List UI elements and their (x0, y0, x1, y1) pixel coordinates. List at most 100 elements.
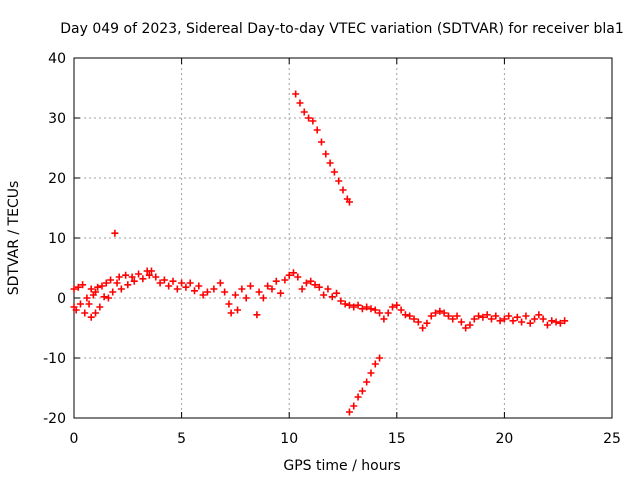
data-point-marker (358, 387, 366, 395)
data-point-marker (156, 279, 164, 287)
data-point-marker (462, 324, 470, 332)
data-point-marker (345, 408, 353, 416)
data-point-marker (376, 354, 384, 362)
data-point-marker (311, 281, 319, 289)
data-point-marker (531, 315, 539, 323)
data-point-marker (296, 99, 304, 107)
series-outlier (111, 229, 119, 237)
data-point-marker (152, 273, 160, 281)
data-point-marker (100, 293, 108, 301)
chart-title: Day 049 of 2023, Sidereal Day-to-day VTE… (60, 21, 623, 37)
data-point-marker (522, 312, 530, 320)
data-point-marker (539, 315, 547, 323)
data-point-marker (85, 300, 93, 308)
data-point-marker (548, 317, 556, 325)
data-point-marker (388, 303, 396, 311)
data-point-marker (234, 306, 242, 314)
data-point-marker (277, 289, 285, 297)
data-point-marker (483, 311, 491, 319)
data-point-marker (423, 319, 431, 327)
data-point-marker (466, 321, 474, 329)
data-point-marker (253, 311, 261, 319)
data-point-marker (259, 294, 267, 302)
data-point-marker (81, 309, 89, 317)
data-point-marker (384, 309, 392, 317)
data-point-marker (371, 360, 379, 368)
data-point-marker (87, 285, 95, 293)
data-point-marker (341, 300, 349, 308)
data-point-marker (479, 313, 487, 321)
data-point-marker (294, 273, 302, 281)
x-tick-label: 10 (280, 431, 298, 447)
data-point-marker (227, 309, 235, 317)
data-point-marker (315, 283, 323, 291)
data-point-marker (328, 293, 336, 301)
data-point-marker (552, 318, 560, 326)
data-point-marker (191, 287, 199, 295)
data-point-marker (432, 309, 440, 317)
data-point-marker (104, 294, 112, 302)
data-point-marker (79, 281, 87, 289)
data-point-marker (272, 277, 280, 285)
data-point-marker (92, 288, 100, 296)
data-point-marker (264, 282, 272, 290)
data-point-marker (300, 108, 308, 116)
data-point-marker (354, 393, 362, 401)
y-tick-label: 0 (57, 291, 66, 307)
y-tick-label: 40 (48, 51, 66, 67)
data-point-marker (406, 312, 414, 320)
data-point-marker (322, 150, 330, 158)
data-point-marker (367, 305, 375, 313)
data-point-marker (246, 282, 254, 290)
data-point-marker (330, 168, 338, 176)
data-point-marker (427, 312, 435, 320)
data-point-marker (414, 318, 422, 326)
data-point-marker (221, 288, 229, 296)
data-point-marker (87, 313, 95, 321)
data-point-marker (436, 307, 444, 315)
data-point-marker (74, 283, 82, 291)
data-point-marker (320, 291, 328, 299)
data-point-marker (410, 315, 418, 323)
data-point-marker (317, 138, 325, 146)
data-point-marker (444, 312, 452, 320)
data-point-marker (337, 297, 345, 305)
data-point-marker (111, 229, 119, 237)
data-point-marker (367, 369, 375, 377)
data-point-marker (281, 276, 289, 284)
data-point-marker (380, 315, 388, 323)
data-point-marker (350, 303, 358, 311)
x-axis-label: GPS time / hours (283, 458, 400, 474)
data-point-marker (178, 279, 186, 287)
data-point-marker (231, 291, 239, 299)
data-point-marker (113, 279, 121, 287)
data-point-marker (500, 315, 508, 323)
data-point-marker (518, 318, 526, 326)
data-point-marker (339, 186, 347, 194)
data-point-marker (324, 285, 332, 293)
data-point-marker (130, 277, 138, 285)
data-point-marker (453, 312, 461, 320)
data-point-marker (290, 269, 298, 277)
data-points (70, 90, 569, 416)
x-tick-label: 0 (70, 431, 79, 447)
data-point-marker (371, 306, 379, 314)
data-point-marker (70, 285, 78, 293)
x-tick-label: 15 (388, 431, 406, 447)
data-point-marker (242, 294, 250, 302)
data-point-marker (102, 279, 110, 287)
data-point-marker (298, 285, 306, 293)
data-point-marker (397, 306, 405, 314)
data-point-marker (145, 271, 153, 279)
y-tick-label: 20 (48, 171, 66, 187)
data-point-marker (309, 117, 317, 125)
axis-ticks (73, 57, 613, 419)
y-axis-label: SDTVAR / TECUs (6, 181, 22, 296)
data-point-marker (255, 288, 263, 296)
data-point-marker (535, 311, 543, 319)
data-point-marker (335, 177, 343, 185)
data-point-marker (117, 285, 125, 293)
data-point-marker (345, 198, 353, 206)
data-point-marker (210, 285, 218, 293)
data-point-marker (358, 305, 366, 313)
